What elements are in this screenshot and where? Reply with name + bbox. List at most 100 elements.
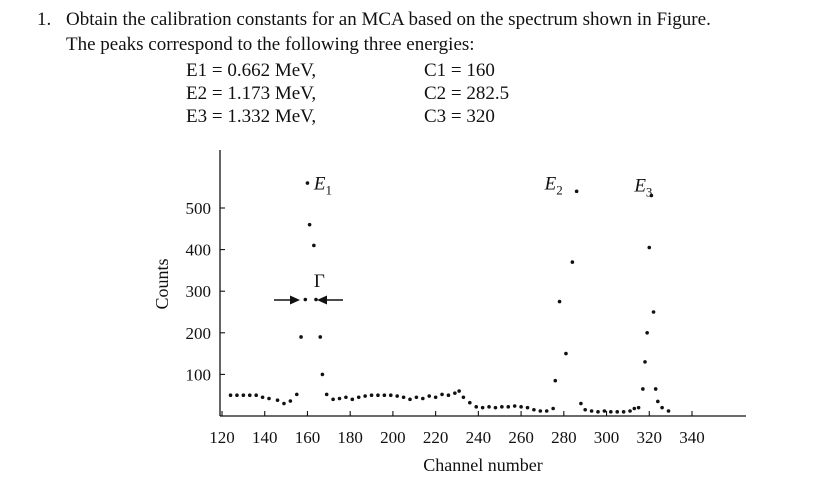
data-point [247,393,252,398]
data-point [267,396,271,401]
data-point [312,243,316,248]
data-point [544,409,549,413]
x-tick-label: 280 [551,428,577,447]
channel-1: C1 = 160 [424,60,495,81]
data-point [275,398,280,402]
x-tick-label: 200 [380,428,406,447]
question-text-line-2: The peaks correspond to the following th… [66,34,475,55]
data-point [320,372,325,377]
data-point [427,394,432,398]
data-point [461,395,466,400]
data-point [468,400,472,405]
data-point [564,351,568,356]
energy-3: E3 = 1.332 MeV, [186,106,317,127]
data-point [538,409,543,413]
data-point [651,310,656,314]
peak-label: E1 [313,173,332,197]
data-point [254,393,258,398]
peak-label: Γ [314,271,325,292]
data-point [656,399,660,404]
data-point [500,405,504,409]
question-text-line-1: Obtain the calibration constants for an … [66,9,711,30]
data-point [408,397,412,402]
x-tick-label: 180 [337,428,363,447]
data-point [314,297,318,302]
y-tick-label: 500 [186,199,212,218]
data-point [645,331,649,335]
data-point [228,393,233,398]
data-point [519,405,523,409]
data-point [299,335,303,339]
data-point [512,404,517,408]
y-tick-label: 300 [186,282,212,301]
x-tick-label: 260 [508,428,534,447]
data-point [337,396,342,401]
data-point [356,395,361,400]
fwhm-arrowhead-left [290,295,300,305]
data-point [574,189,579,194]
chart-axes [219,150,746,417]
data-point [615,410,620,414]
data-point [589,409,594,413]
data-point [636,405,641,410]
y-tick-label: 200 [186,324,212,343]
data-point [288,399,293,403]
data-point [324,392,329,397]
question-number: 1. [37,9,52,30]
x-tick-label: 220 [423,428,449,447]
data-point [647,245,652,250]
data-point [551,406,555,411]
data-point [525,405,530,410]
data-point [474,405,479,409]
data-point [294,392,299,397]
peak-label: E3 [633,175,652,199]
data-point [331,397,335,402]
energy-1: E1 = 0.662 MeV, [186,60,317,81]
data-point [307,222,312,227]
energy-2: E2 = 1.173 MeV, [186,83,317,104]
fwhm-arrowhead-right [317,295,327,305]
data-point [446,393,451,398]
peak-label: E2 [544,173,563,197]
data-point [649,193,654,198]
x-tick-label: 120 [209,428,235,447]
data-point [532,407,536,412]
data-point [433,395,438,400]
x-tick-label: 340 [679,428,705,447]
x-tick-label: 300 [594,428,620,447]
data-point [628,409,632,413]
data-point [350,397,355,402]
data-point [401,395,406,400]
data-point [596,410,600,414]
data-point [376,393,380,398]
data-point [666,409,671,413]
data-point [388,393,393,398]
data-point [235,393,239,398]
x-tick-label: 140 [252,428,278,447]
data-point [493,405,498,410]
data-point [480,405,485,410]
x-tick-label: 240 [466,428,492,447]
y-tick-label: 100 [186,365,212,384]
data-point [632,406,637,411]
data-point [570,260,575,264]
data-point [260,395,265,400]
channel-3: C3 = 320 [424,106,495,127]
channel-2: C2 = 282.5 [424,83,510,104]
data-point [609,410,613,414]
data-point [457,389,461,393]
data-point [602,409,607,413]
data-point [282,401,286,406]
fwhm-arrows [274,295,343,305]
data-point [643,360,647,364]
chart-points [228,181,671,414]
data-point [557,299,562,304]
x-axis-label: Channel number [423,455,542,475]
chart-ticks: 120 140 160 180 200 220 240 260 280 300 320 340 100 2… [186,199,705,447]
y-axis-label: Counts [152,258,172,309]
data-point [621,410,626,414]
data-point [421,396,425,401]
data-point [440,392,444,397]
data-point [653,387,658,391]
